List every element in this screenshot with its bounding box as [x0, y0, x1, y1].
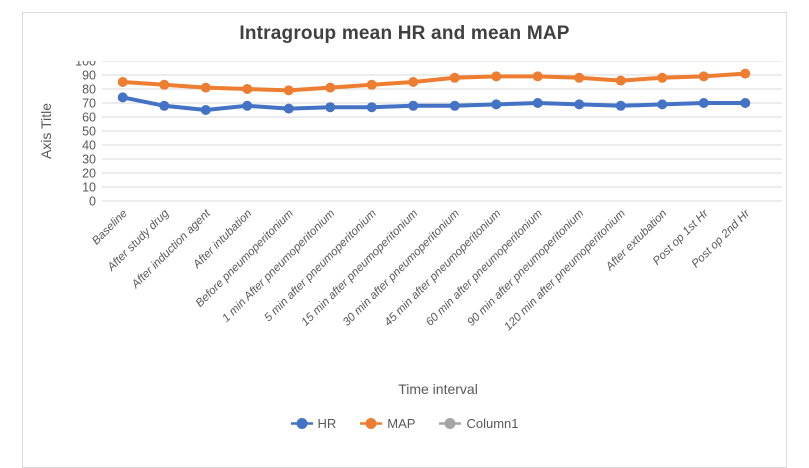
data-point — [117, 92, 128, 103]
legend-item-hr: HR — [290, 416, 337, 431]
data-point — [283, 103, 294, 114]
y-tick-label: 10 — [82, 181, 96, 195]
legend-label: Column1 — [466, 416, 519, 431]
x-category-label: After induction agent — [129, 207, 213, 291]
data-point — [366, 79, 377, 90]
chart-title: Intragroup mean HR and mean MAP — [239, 23, 570, 44]
legend-item-map: MAP — [360, 416, 415, 431]
legend-item-column1: Column1 — [439, 416, 518, 431]
data-point — [615, 75, 626, 86]
x-category-label: Baseline — [90, 208, 130, 248]
data-point — [532, 71, 543, 82]
data-point — [159, 79, 170, 90]
data-point — [615, 100, 626, 111]
data-point — [657, 72, 668, 83]
data-point — [449, 100, 460, 111]
data-point — [200, 82, 211, 93]
data-point — [574, 72, 585, 83]
data-point — [491, 71, 502, 82]
x-axis-title: Time interval — [398, 381, 478, 397]
y-tick-label: 100 — [75, 61, 96, 69]
y-tick-label: 0 — [89, 195, 96, 209]
data-point — [200, 105, 211, 115]
data-point — [117, 77, 128, 87]
series-line-map — [120, 71, 748, 93]
data-point — [657, 99, 668, 110]
data-point — [532, 98, 543, 108]
y-tick-label: 60 — [82, 111, 96, 125]
data-point — [242, 100, 253, 111]
legend: HR MAP Column1 — [23, 416, 786, 431]
data-point — [574, 99, 585, 110]
data-point — [698, 71, 709, 82]
chart-container: Intragroup mean HR and mean MAP Axis Tit… — [22, 12, 787, 468]
legend-label: MAP — [387, 416, 416, 431]
data-point — [740, 68, 751, 79]
data-point — [325, 82, 336, 93]
y-tick-label: 30 — [82, 153, 96, 167]
data-point — [159, 100, 170, 111]
legend-marker-icon — [439, 418, 462, 429]
y-axis-title: Axis Title — [38, 103, 54, 160]
data-point — [449, 72, 460, 83]
y-tick-label: 70 — [82, 97, 96, 111]
data-point — [408, 100, 419, 111]
y-tick-label: 50 — [82, 125, 96, 139]
series-line-hr — [120, 95, 748, 112]
data-point — [366, 102, 377, 113]
data-point — [283, 85, 294, 96]
data-point — [242, 84, 253, 94]
chart-frame: Intragroup mean HR and mean MAP Axis Tit… — [22, 12, 787, 468]
legend-marker-icon — [290, 418, 313, 429]
data-point — [408, 77, 419, 87]
data-point — [491, 99, 502, 110]
y-tick-label: 40 — [82, 139, 96, 153]
data-point — [740, 98, 751, 108]
y-tick-label: 80 — [82, 83, 96, 97]
data-point — [698, 98, 709, 108]
legend-marker-icon — [360, 418, 383, 429]
y-tick-label: 90 — [82, 69, 96, 83]
y-tick-label: 20 — [82, 167, 96, 181]
legend-label: HR — [317, 416, 337, 431]
data-point — [325, 102, 336, 113]
